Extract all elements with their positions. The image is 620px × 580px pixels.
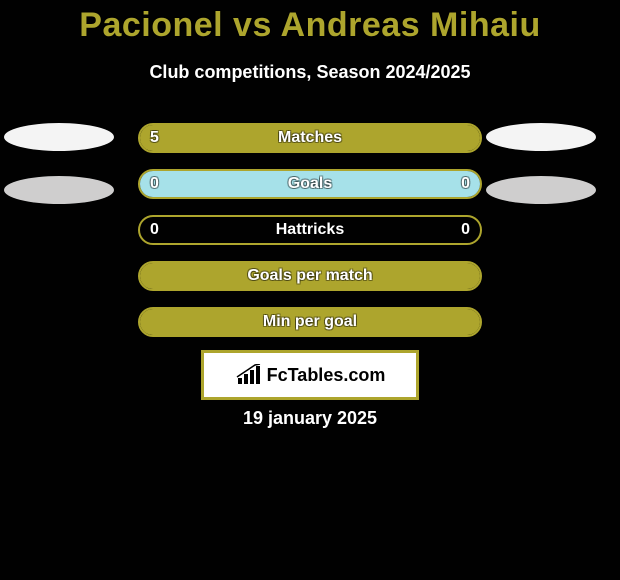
stat-bar-label: Matches bbox=[140, 129, 480, 147]
stat-bar: Goals per match bbox=[138, 261, 482, 291]
stat-left-value: 5 bbox=[150, 129, 159, 147]
stat-left-value: 0 bbox=[150, 221, 159, 239]
stat-bar: Hattricks0 0 bbox=[138, 215, 482, 245]
left-player-ellipse bbox=[4, 123, 114, 151]
stat-bar: Goals0 0 bbox=[138, 169, 482, 199]
stat-bar-label: Goals bbox=[140, 175, 480, 193]
stat-right-value: 0 bbox=[461, 175, 470, 193]
stat-bar: Matches5 bbox=[138, 123, 482, 153]
right-player-ellipse bbox=[486, 123, 596, 151]
page-title: Pacionel vs Andreas Mihaiu bbox=[0, 6, 620, 45]
brand-box: FcTables.com bbox=[201, 350, 419, 400]
brand-text: FcTables.com bbox=[267, 365, 386, 386]
stat-bar: Min per goal bbox=[138, 307, 482, 337]
stat-right-value: 0 bbox=[461, 221, 470, 239]
comparison-infographic: Pacionel vs Andreas Mihaiu Club competit… bbox=[0, 0, 620, 580]
stat-left-value: 0 bbox=[150, 175, 159, 193]
subtitle: Club competitions, Season 2024/2025 bbox=[0, 62, 620, 83]
footer-date: 19 january 2025 bbox=[0, 408, 620, 429]
stat-bar-label: Goals per match bbox=[140, 267, 480, 285]
stat-bar-label: Min per goal bbox=[140, 313, 480, 331]
right-player-ellipse bbox=[486, 176, 596, 204]
stat-bar-label: Hattricks bbox=[140, 221, 480, 239]
left-player-ellipse bbox=[4, 176, 114, 204]
bar-chart-icon bbox=[235, 364, 261, 386]
